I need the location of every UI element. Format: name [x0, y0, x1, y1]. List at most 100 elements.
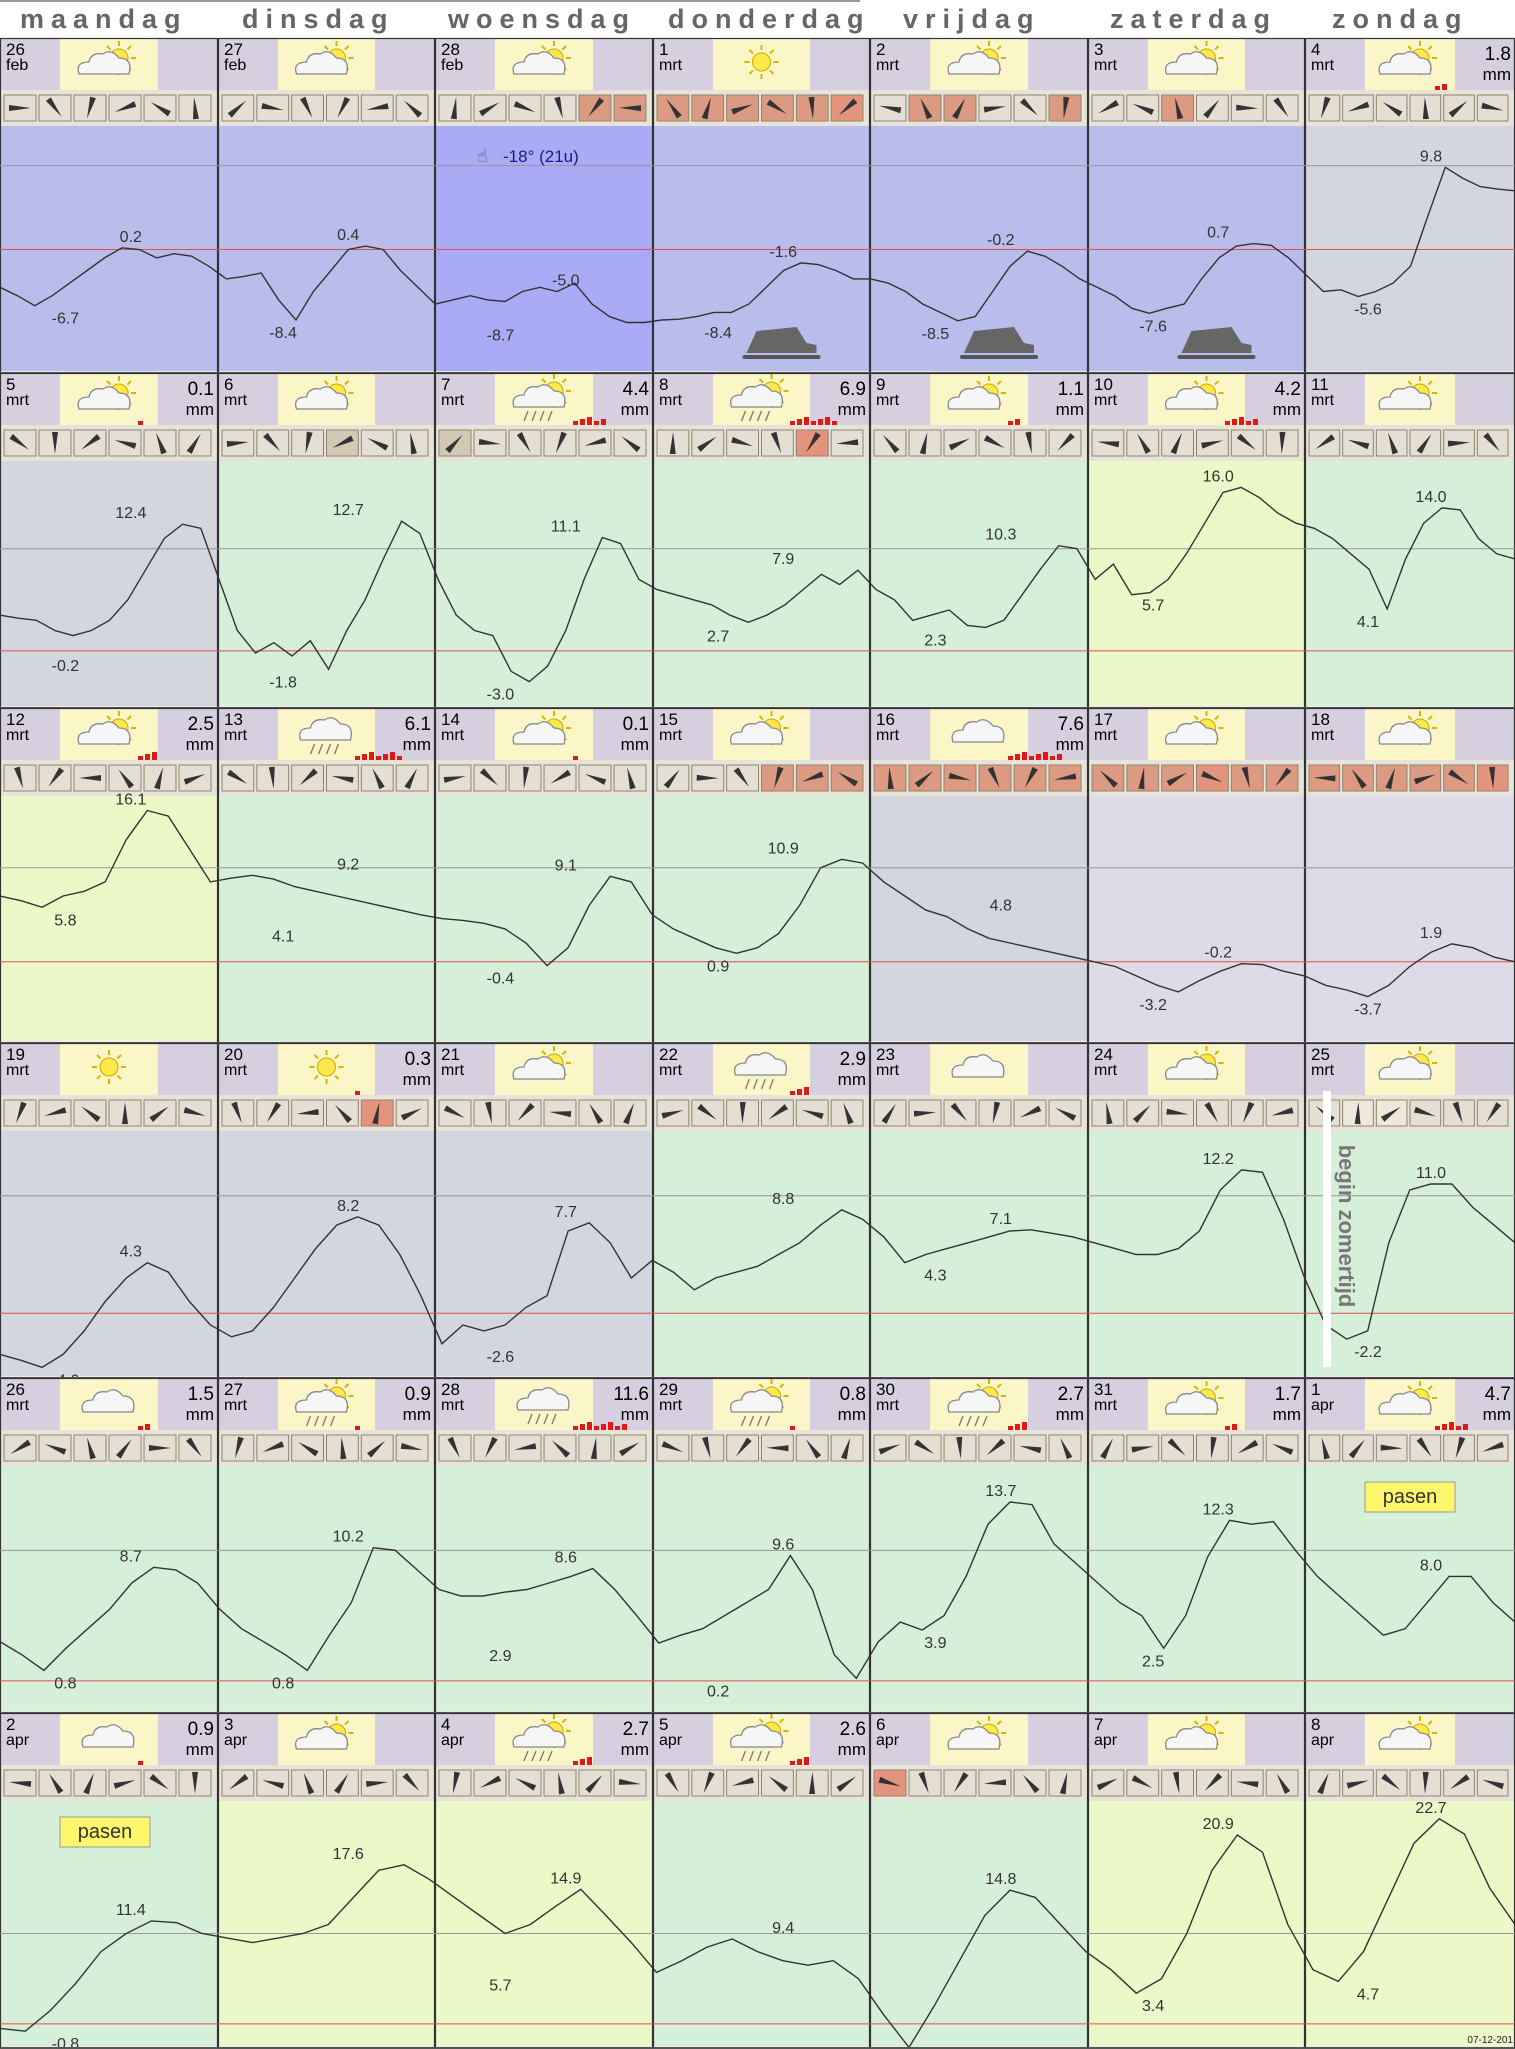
wind-arrow-icon: [404, 768, 418, 790]
wind-arrow-icon: [1019, 1445, 1042, 1454]
wind-arrow-icon: [1275, 767, 1292, 787]
day-month: mrt: [659, 57, 683, 74]
plot-bg: [1305, 461, 1515, 706]
wind-arrow-icon: [558, 1772, 565, 1795]
wind-arrow-icon: [696, 774, 719, 781]
wind-arrow-icon: [332, 435, 354, 448]
day-date: 6: [876, 1715, 885, 1734]
wind-arrow-icon: [1347, 101, 1370, 112]
plot-bg: [653, 461, 870, 706]
rain-bar: [138, 421, 143, 425]
wind-arrow-icon: [1380, 1106, 1401, 1122]
rain-drops-icon: [305, 1415, 336, 1427]
temperature-line: [0, 1817, 1515, 2049]
rain-bar: [615, 1426, 620, 1430]
wind-arrow-icon: [1203, 99, 1220, 119]
min-temp-label: 0.8: [54, 1675, 76, 1692]
wind-arrow-icon: [948, 772, 971, 781]
min-temp-label: 3.9: [924, 1635, 946, 1652]
wind-arrow-icon: [81, 433, 101, 450]
wind-arrow-icon: [1449, 1774, 1470, 1790]
wind-arrow-icon: [44, 1444, 67, 1455]
wind-arrow-icon: [1172, 1771, 1180, 1794]
rain-unit: mm: [186, 735, 214, 754]
wind-arrow-icon: [16, 1101, 27, 1124]
day-month: apr: [1311, 1732, 1335, 1749]
wind-arrow-icon: [234, 1436, 244, 1459]
rain-bar: [608, 1422, 613, 1430]
plot-bg: [218, 126, 435, 371]
max-temp-label: 8.2: [337, 1198, 359, 1215]
plot-bg: [218, 1131, 435, 1376]
wind-arrow-icon: [303, 1772, 315, 1795]
cloud-icon: [1378, 1056, 1432, 1080]
wind-arrow-icon: [298, 1442, 319, 1457]
rain-bar: [1029, 756, 1034, 760]
wind-arrow-icon: [1024, 766, 1038, 788]
day-date: 27: [224, 1380, 243, 1399]
rain-unit: mm: [1273, 1405, 1301, 1424]
wind-arrow-icon: [516, 432, 531, 453]
wind-box: [1265, 764, 1299, 792]
cloud-icon: [729, 384, 784, 408]
wind-arrow-icon: [1020, 98, 1038, 116]
min-temp-label: -8.5: [922, 326, 950, 343]
day-month: mrt: [441, 392, 465, 409]
max-temp-label: 0.2: [120, 229, 142, 246]
rain-bar: [1232, 1424, 1237, 1430]
wind-arrow-icon: [515, 1778, 537, 1791]
wind-arrow-icon: [1276, 1773, 1291, 1795]
wind-arrow-icon: [621, 436, 641, 453]
wind-arrow-icon: [956, 1436, 963, 1459]
wind-arrow-icon: [661, 1110, 684, 1119]
pasen-label: pasen: [59, 1816, 151, 1848]
rain-unit: mm: [403, 1405, 431, 1424]
cloud-icon: [81, 1724, 135, 1748]
wind-arrow-icon: [1098, 99, 1119, 114]
footer-date: 07-12-201: [1467, 2035, 1513, 2046]
plot-bg: [435, 1131, 653, 1376]
rain-bar: [601, 1424, 606, 1430]
record-note-text: -18° (21u): [503, 147, 579, 166]
wind-arrow-icon: [555, 431, 567, 454]
wind-arrow-icon: [335, 1104, 353, 1124]
wind-arrow-icon: [263, 432, 281, 452]
rain-unit: mm: [186, 400, 214, 419]
min-temp-label: 5.7: [489, 1977, 511, 1994]
rain-amount: 0.3: [405, 1049, 431, 1070]
wind-arrow-icon: [1201, 770, 1223, 783]
min-temp-label: 4.7: [1357, 1986, 1379, 2003]
max-temp-label: 0.4: [337, 227, 359, 244]
rain-bar: [1253, 419, 1258, 425]
wind-arrow-icon: [186, 433, 201, 454]
day-month: mrt: [876, 1062, 900, 1079]
plot-bg: [653, 126, 870, 371]
wind-arrow-icon: [1486, 1102, 1502, 1123]
rain-bar: [587, 1757, 592, 1765]
cloud-icon: [512, 721, 566, 745]
dayname-woensdag: woensdag: [448, 4, 637, 34]
min-temp-label: 2.9: [489, 1648, 511, 1665]
wind-arrow-icon: [878, 1444, 901, 1455]
ice-skate-icon: [960, 327, 1038, 359]
cloud-icon: [516, 1387, 570, 1411]
rain-unit: mm: [1056, 735, 1084, 754]
wind-arrow-icon: [1273, 97, 1289, 118]
min-temp-label: 0.8: [272, 1675, 294, 1692]
rain-amount: 2.7: [1058, 1384, 1084, 1405]
rain-bar: [1043, 752, 1048, 760]
wind-arrow-icon: [1054, 773, 1077, 780]
wind-arrow-icon: [122, 1102, 128, 1124]
max-temp-label: 20.9: [1203, 1816, 1234, 1833]
rain-bar: [601, 419, 606, 425]
day-month: apr: [659, 1732, 683, 1749]
wind-arrow-icon: [585, 1774, 603, 1794]
rain-unit: mm: [838, 1070, 866, 1089]
wind-arrow-icon: [450, 97, 457, 120]
